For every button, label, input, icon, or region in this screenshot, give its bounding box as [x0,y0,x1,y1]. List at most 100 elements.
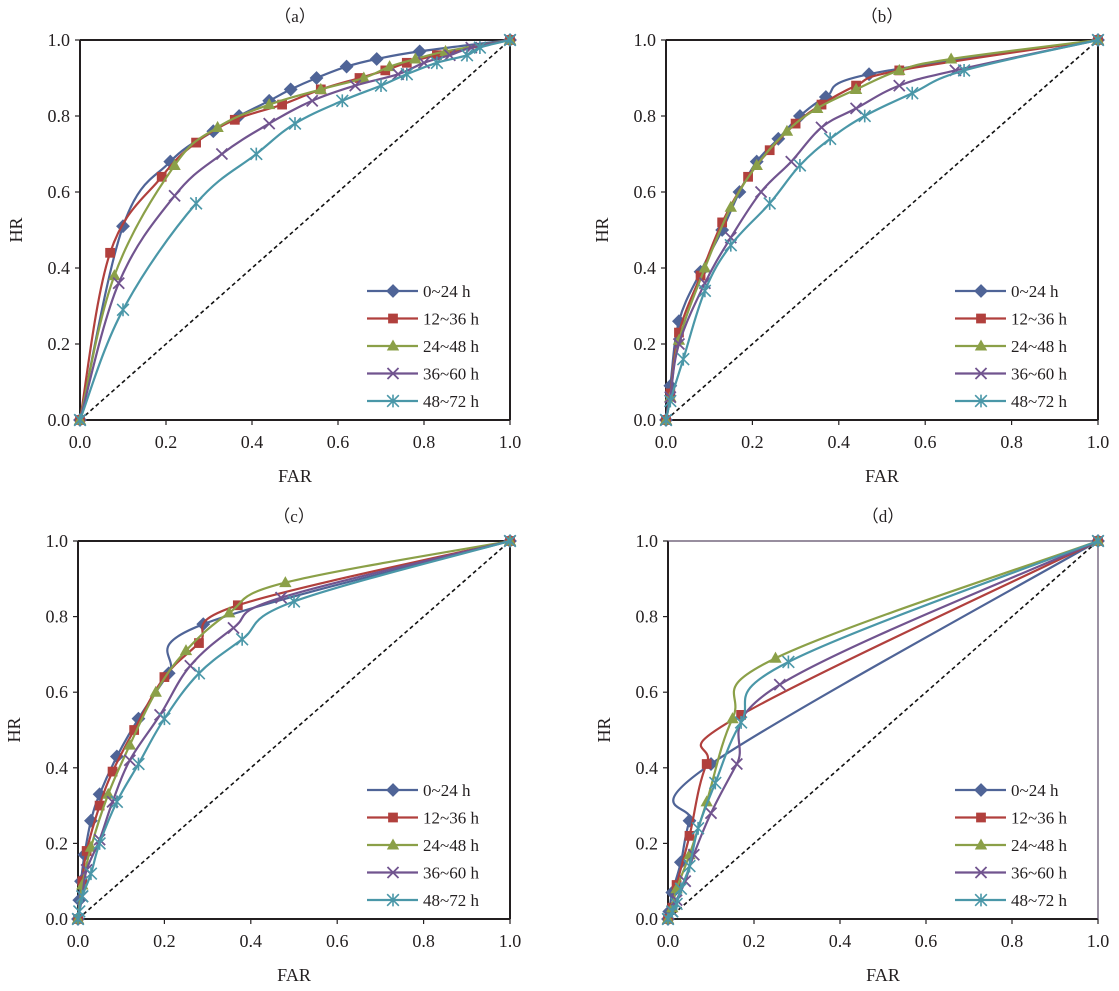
y-tick-label: 0.6 [634,182,657,202]
legend-label: 0~24 h [423,781,471,800]
y-tick-label: 0.2 [46,833,69,853]
marker-square [388,313,398,324]
marker-asterisk [473,41,487,55]
reference-diagonal-line [667,540,1099,920]
marker-triangle [849,82,863,94]
marker-triangle [974,339,988,351]
marker-triangle [726,712,739,724]
marker-triangle [780,124,794,136]
marker-x [704,806,718,820]
y-axis-label: HR [594,717,614,742]
x-tick-label: 0.8 [1001,931,1024,951]
marker-x [386,866,400,879]
legend: 0~24 h 12~36 h 24~48 h 36~60 h 48~72 h [367,282,479,411]
marker-triangle [149,685,162,697]
x-tick-label: 0.8 [1000,432,1023,452]
marker-square [129,725,140,735]
legend-item: 0~24 h [367,781,471,800]
legend-item: 36~60 h [955,365,1067,384]
marker-triangle [698,261,712,273]
marker-x [773,678,786,691]
marker-asterisk [676,352,690,366]
legend-item: 48~72 h [955,392,1067,411]
series-line [78,38,511,421]
marker-triangle [700,795,713,807]
marker-x [893,79,906,92]
x-axis-label: FAR [866,965,900,985]
series-48-72-h [71,534,517,926]
legend-label: 24~48 h [1011,836,1067,855]
marker-asterisk [84,867,98,881]
legend-item: 0~24 h [367,282,471,301]
reference-diagonal-line [665,39,1099,421]
marker-triangle [386,339,400,351]
legend-item: 36~60 h [367,864,479,883]
marker-triangle [944,52,958,64]
marker-asterisk [400,67,414,81]
marker-triangle [769,651,782,663]
y-axis-label: HR [592,217,612,242]
marker-square [191,137,201,148]
y-tick-label: 0.2 [48,334,71,354]
y-tick-label: 0.8 [634,106,657,126]
x-axis-label: FAR [278,466,312,486]
x-tick-label: 0.2 [153,931,176,951]
marker-x [974,866,988,879]
marker-x [306,94,319,107]
marker-triangle [974,838,988,850]
marker-diamond [974,783,988,797]
y-tick-label: 0.2 [634,334,657,354]
marker-asterisk [683,859,696,873]
marker-asterisk [335,94,349,108]
legend-item: 24~48 h [367,836,479,855]
legend-item: 24~48 h [367,337,479,356]
y-axis-label: HR [4,717,24,742]
marker-square [816,99,827,110]
marker-triangle [409,52,422,64]
marker-asterisk [698,284,712,298]
series-48-72-h [661,534,1105,926]
x-tick-label: 0.2 [155,432,178,452]
legend: 0~24 h 12~36 h 24~48 h 36~60 h 48~72 h [955,282,1067,411]
legend-label: 0~24 h [1011,282,1059,301]
marker-triangle [108,269,121,281]
legend-label: 24~48 h [1011,337,1067,356]
marker-asterisk [708,776,722,790]
x-tick-label: 0.0 [655,432,678,452]
marker-square [156,171,167,182]
marker-diamond [339,59,354,74]
marker-asterisk [386,893,400,907]
series-24-48-h [73,33,517,425]
marker-asterisk [386,394,400,408]
legend-label: 12~36 h [423,310,479,329]
legend-item: 12~36 h [955,809,1067,828]
marker-x [974,367,988,380]
legend-item: 12~36 h [955,310,1067,329]
legend-item: 48~72 h [367,392,479,411]
marker-asterisk [781,655,795,669]
marker-asterisk [189,196,203,210]
y-tick-label: 0.0 [636,909,659,929]
y-tick-label: 0.8 [636,607,659,627]
y-tick-label: 0.4 [48,258,71,278]
reference-diagonal-line [79,39,511,421]
legend-item: 48~72 h [367,891,479,910]
marker-asterisk [72,905,86,918]
y-tick-label: 0.0 [46,909,69,929]
marker-triangle [357,71,370,83]
legend-item: 24~48 h [955,836,1067,855]
marker-square [388,812,398,823]
marker-x [123,754,137,767]
marker-x [815,121,828,134]
marker-x [392,68,405,81]
y-tick-label: 0.6 [46,682,69,702]
marker-x [349,79,362,92]
marker-x [112,277,125,290]
marker-square [695,270,706,281]
marker-x [785,155,798,168]
marker-asterisk [905,86,919,100]
marker-diamond [386,284,400,298]
marker-asterisk [503,33,517,47]
marker-x [168,189,181,202]
x-tick-label: 0.0 [67,931,90,951]
